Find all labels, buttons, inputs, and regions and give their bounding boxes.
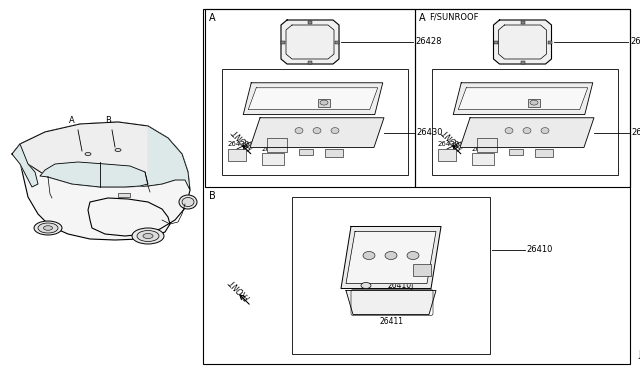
Ellipse shape: [295, 128, 303, 134]
Ellipse shape: [115, 148, 121, 151]
Text: A: A: [209, 13, 216, 23]
Polygon shape: [248, 88, 378, 110]
Text: 26428: 26428: [630, 38, 640, 46]
Ellipse shape: [313, 128, 321, 134]
Ellipse shape: [143, 234, 153, 238]
Bar: [535, 150, 553, 157]
Text: 26410J: 26410J: [387, 281, 413, 290]
Text: 26430: 26430: [416, 128, 442, 137]
Text: B: B: [105, 116, 111, 125]
Ellipse shape: [182, 198, 194, 206]
Bar: [222, 69, 408, 175]
Polygon shape: [493, 20, 552, 64]
Text: J26400BV: J26400BV: [638, 350, 640, 359]
Bar: [281, 41, 285, 44]
Bar: [308, 20, 312, 23]
Ellipse shape: [361, 282, 371, 289]
Polygon shape: [243, 83, 383, 115]
Polygon shape: [148, 126, 190, 190]
Bar: [472, 153, 494, 165]
Ellipse shape: [34, 221, 62, 235]
Bar: [228, 149, 246, 161]
Bar: [415, 9, 630, 187]
Bar: [509, 150, 523, 155]
Ellipse shape: [505, 128, 513, 134]
Bar: [335, 41, 339, 44]
Text: 26411: 26411: [379, 317, 403, 326]
Polygon shape: [281, 20, 339, 64]
Ellipse shape: [38, 223, 58, 233]
Text: A: A: [419, 13, 426, 23]
Bar: [413, 263, 431, 276]
Text: 26430A: 26430A: [228, 141, 255, 147]
Ellipse shape: [541, 128, 549, 134]
Polygon shape: [40, 162, 148, 187]
Text: 26432+A: 26432+A: [480, 129, 513, 135]
Ellipse shape: [385, 251, 397, 260]
Ellipse shape: [85, 153, 91, 155]
Bar: [528, 99, 540, 107]
Bar: [493, 41, 497, 44]
Bar: [520, 61, 525, 64]
Ellipse shape: [320, 100, 328, 105]
Ellipse shape: [132, 228, 164, 244]
Text: 26428: 26428: [415, 38, 442, 46]
Polygon shape: [12, 122, 190, 240]
Polygon shape: [458, 88, 588, 110]
Polygon shape: [453, 83, 593, 115]
Polygon shape: [341, 227, 441, 289]
Bar: [205, 9, 415, 187]
Ellipse shape: [523, 128, 531, 134]
Bar: [547, 41, 552, 44]
Polygon shape: [250, 118, 384, 147]
Ellipse shape: [44, 226, 52, 230]
Ellipse shape: [179, 195, 197, 209]
Ellipse shape: [137, 231, 159, 241]
Text: A: A: [69, 116, 75, 125]
Text: FRONT: FRONT: [228, 276, 252, 301]
Polygon shape: [12, 144, 38, 187]
Text: 26432: 26432: [262, 146, 284, 152]
Ellipse shape: [331, 128, 339, 134]
Bar: [299, 150, 313, 155]
Bar: [477, 138, 497, 152]
Bar: [438, 149, 456, 161]
Text: 26430A: 26430A: [438, 141, 465, 147]
Bar: [432, 69, 618, 175]
Polygon shape: [460, 118, 594, 147]
Text: 26410: 26410: [526, 245, 552, 254]
Polygon shape: [12, 122, 188, 187]
Text: B: B: [209, 191, 216, 201]
Bar: [318, 99, 330, 107]
Text: FRONT: FRONT: [440, 126, 465, 151]
Polygon shape: [346, 231, 436, 283]
Bar: [325, 150, 343, 157]
Bar: [292, 197, 490, 354]
Text: 26432+A: 26432+A: [270, 129, 303, 135]
Ellipse shape: [407, 251, 419, 260]
Bar: [118, 193, 130, 197]
Bar: [308, 61, 312, 64]
Polygon shape: [346, 291, 436, 314]
Ellipse shape: [363, 251, 375, 260]
Bar: [520, 20, 525, 23]
Text: 26430: 26430: [631, 128, 640, 137]
Text: FRONT: FRONT: [230, 126, 255, 151]
Ellipse shape: [530, 100, 538, 105]
Text: 26432: 26432: [472, 146, 494, 152]
Text: F/SUNROOF: F/SUNROOF: [429, 13, 479, 22]
Bar: [262, 153, 284, 165]
Bar: [267, 138, 287, 152]
Bar: [203, 9, 630, 364]
